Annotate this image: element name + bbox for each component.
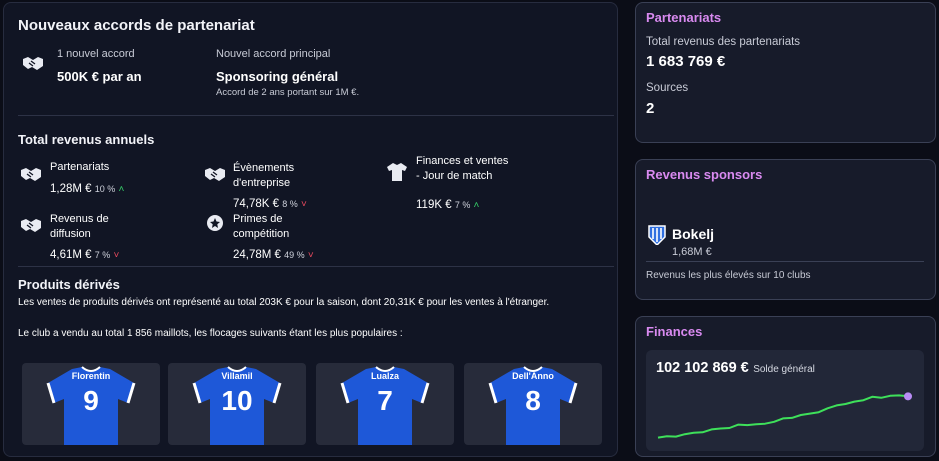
- sponsor-value: 1,68M €: [672, 246, 712, 258]
- handshake-icon: [21, 168, 41, 181]
- shirt-icon: [387, 163, 407, 181]
- trend-down-icon: ˅: [300, 199, 307, 210]
- balance-label: Solde général: [753, 364, 815, 375]
- shirt-number: 7: [377, 385, 393, 416]
- main-agreement-value: Sponsoring général: [216, 69, 339, 84]
- club-crest-icon: [648, 225, 666, 245]
- trend-down-icon: ˅: [113, 250, 120, 261]
- finance-chart-box: 102 102 869 € Solde général: [646, 350, 924, 451]
- sponsors-panel[interactable]: Revenus sponsors Bokelj 1,68M € Revenus …: [635, 159, 936, 300]
- partnerships-total-value: 1 683 769 €: [646, 53, 726, 70]
- shirt-name: Florentin: [71, 371, 111, 381]
- shirt-number: 10: [221, 385, 253, 416]
- partnerships-total-label: Total revenus des partenariats: [646, 36, 801, 48]
- annual-item-label: Finances et ventes - Jour de match: [416, 155, 509, 182]
- main-agreement-detail: Accord de 2 ans portant sur 1M €.: [216, 87, 360, 98]
- left-panel: Nouveaux accords de partenariat 1 nouvel…: [3, 2, 618, 457]
- jersey-icon: [340, 366, 430, 445]
- shirt-card[interactable]: Florentin 9: [22, 363, 160, 445]
- annual-item-value: 74,78K € 8 % ˅: [233, 198, 307, 210]
- trend-down-icon: ˅: [307, 250, 314, 261]
- shirts-text: Le club a vendu au total 1 856 maillots,…: [18, 328, 403, 339]
- divider: [18, 266, 614, 267]
- handshake-icon: [21, 219, 41, 232]
- shirt-number: 9: [83, 385, 99, 416]
- balance-trend-line: [657, 394, 909, 439]
- jersey-icon: [46, 366, 136, 445]
- sponsors-title: Revenus sponsors: [646, 167, 763, 182]
- medal-icon: [207, 215, 223, 231]
- annual-item-value: 1,28M € 10 % ˄: [50, 183, 125, 195]
- annual-item-value: 4,61M € 7 % ˅: [50, 249, 120, 261]
- shirt-card[interactable]: Dell'Anno 8: [464, 363, 602, 445]
- shirt-card[interactable]: Villamil 10: [168, 363, 306, 445]
- annual-item-label: Partenariats: [50, 161, 110, 173]
- sponsor-name: Bokelj: [672, 226, 715, 242]
- finances-title: Finances: [646, 324, 703, 339]
- shirt-name: Dell'Anno: [512, 371, 554, 381]
- merch-title: Produits dérivés: [18, 277, 120, 292]
- new-agreements-label: 1 nouvel accord: [57, 48, 135, 60]
- annual-item-value: 119K € 7 % ˄: [416, 199, 480, 211]
- annual-item-label: Évènements d'entreprise: [233, 162, 295, 189]
- shirt-number: 8: [525, 385, 541, 416]
- handshake-icon: [23, 57, 43, 70]
- balance-sparkline: [657, 392, 912, 439]
- shirt-card[interactable]: Lualza 7: [316, 363, 454, 445]
- jersey-icon: [488, 366, 578, 445]
- balance-row: 102 102 869 € Solde général: [656, 359, 815, 377]
- annual-item-value: 24,78M € 49 % ˅: [233, 249, 314, 261]
- sources-label: Sources: [646, 82, 689, 94]
- new-agreements-value: 500K € par an: [57, 69, 142, 84]
- shirt-name: Villamil: [221, 371, 253, 381]
- shirt-name: Lualza: [370, 371, 399, 381]
- partnerships-panel[interactable]: Partenariats Total revenus des partenari…: [635, 2, 936, 143]
- balance-value: 102 102 869 €: [656, 360, 749, 376]
- agreements-title: Nouveaux accords de partenariat: [18, 17, 255, 34]
- merch-description: Les ventes de produits dérivés ont repré…: [18, 297, 550, 308]
- jersey-icon: [192, 366, 282, 445]
- trend-up-icon: ˄: [473, 200, 480, 211]
- divider: [18, 115, 614, 116]
- finances-panel[interactable]: Finances 102 102 869 € Solde général: [635, 316, 936, 457]
- sources-value: 2: [646, 100, 655, 117]
- trend-up-icon: ˄: [118, 184, 125, 195]
- sponsor-note: Revenus les plus élevés sur 10 clubs: [646, 270, 811, 281]
- annual-item-label: Primes de compétition: [233, 213, 290, 240]
- annual-title: Total revenus annuels: [18, 132, 155, 147]
- partnerships-title: Partenariats: [646, 10, 722, 25]
- balance-end-point: [904, 392, 912, 401]
- annual-item-label: Revenus de diffusion: [50, 213, 109, 240]
- main-agreement-label: Nouvel accord principal: [216, 48, 331, 60]
- divider: [646, 261, 924, 262]
- handshake-icon: [205, 168, 225, 181]
